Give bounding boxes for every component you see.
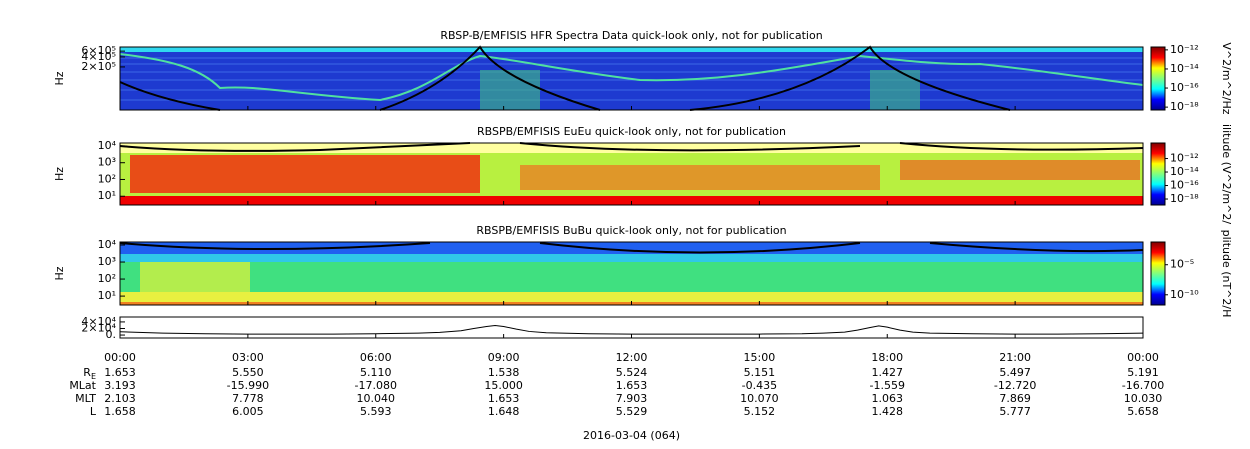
ephemeris-value: 5.593	[360, 405, 392, 418]
y-tick-label: 6×10⁵	[81, 44, 116, 57]
colorbar-label: plitude (nT^2/H	[1220, 230, 1233, 318]
y-tick-label: 4×10⁵	[81, 50, 116, 63]
y-axis-label: Hz	[53, 71, 66, 85]
ephemeris-value: -12.720	[994, 379, 1036, 392]
colorbar-tick-label: 10⁻¹⁴	[1170, 62, 1199, 75]
ephemeris-value: 5.152	[744, 405, 776, 418]
ephemeris-value: 7.778	[232, 392, 264, 405]
colorbar-tick-label: 10⁻¹⁸	[1170, 100, 1199, 113]
ephemeris-value: 15.000	[484, 379, 523, 392]
row-label-subscript: E	[91, 372, 96, 381]
spectrogram-image	[119, 45, 1144, 305]
x-tick-label: 18:00	[871, 351, 903, 364]
panel-title: RBSP-B/EMFISIS HFR Spectra Data quick-lo…	[440, 29, 822, 42]
row-label-text: MLT	[75, 392, 96, 405]
y-tick-label: 10¹	[98, 189, 116, 202]
y-tick-label: 2×10⁵	[81, 60, 116, 73]
ephemeris-value: 10.040	[357, 392, 396, 405]
y-tick-label: 10²	[98, 172, 116, 185]
ephemeris-value: 1.538	[488, 366, 520, 379]
y-axis-label: Hz	[53, 167, 66, 181]
colorbar	[1150, 142, 1166, 206]
row-label: L	[90, 405, 97, 418]
x-tick-label: 03:00	[232, 351, 264, 364]
row-label: MLat	[69, 379, 96, 392]
x-tick-label: 21:00	[999, 351, 1031, 364]
colorbar-tick-label: 10⁻¹²	[1170, 43, 1199, 56]
ephemeris-value: 1.658	[104, 405, 136, 418]
y-axis-label: Hz	[53, 266, 66, 280]
ephemeris-value: -1.559	[870, 379, 905, 392]
data-line	[119, 325, 1144, 335]
ephemeris-value: 5.777	[999, 405, 1031, 418]
colorbar-label: V^2/m^2/Hz	[1220, 42, 1233, 114]
x-tick-label: 15:00	[744, 351, 776, 364]
ephemeris-value: 1.063	[872, 392, 904, 405]
ephemeris-value: 1.653	[616, 379, 648, 392]
y-tick-label: 10²	[98, 272, 116, 285]
ephemeris-value: 1.427	[872, 366, 904, 379]
y-tick-label: 2×10⁴	[81, 321, 116, 334]
y-tick-label: 10³	[98, 255, 116, 268]
colorbar-tick-label: 10⁻⁵	[1170, 258, 1194, 271]
panel-title: RBSPB/EMFISIS BuBu quick-look only, not …	[476, 224, 786, 237]
colorbar-tick-label: 10⁻¹⁰	[1170, 288, 1199, 301]
ephemeris-value: 10.070	[740, 392, 779, 405]
ephemeris-value: 7.869	[999, 392, 1031, 405]
y-tick-label: 10³	[98, 156, 116, 169]
ephemeris-value: 1.653	[104, 366, 136, 379]
y-tick-label: 0.	[106, 328, 117, 341]
colorbar-tick-label: 10⁻¹⁶	[1170, 179, 1199, 192]
ephemeris-value: -0.435	[742, 379, 777, 392]
ephemeris-value: 1.428	[872, 405, 904, 418]
date-label: 2016-03-04 (064)	[583, 429, 680, 442]
row-label-text: MLat	[69, 379, 96, 392]
ephemeris-value: 5.151	[744, 366, 776, 379]
ephemeris-value: 5.550	[232, 366, 264, 379]
colorbar-tick-label: 10⁻¹⁶	[1170, 81, 1199, 94]
ephemeris-value: 5.110	[360, 366, 392, 379]
row-label: MLT	[75, 392, 96, 405]
ephemeris-value: 5.191	[1127, 366, 1159, 379]
panel-title: RBSPB/EMFISIS EuEu quick-look only, not …	[477, 125, 786, 138]
colorbar-label: ilitude (V^2/m^2/	[1220, 124, 1233, 224]
ephemeris-value: 10.030	[1124, 392, 1163, 405]
row-label-text: L	[90, 405, 97, 418]
ephemeris-value: -16.700	[1122, 379, 1164, 392]
colorbar	[1150, 46, 1166, 111]
colorbar-tick-label: 10⁻¹⁸	[1170, 192, 1199, 205]
y-tick-label: 10¹	[98, 289, 116, 302]
ephemeris-value: 5.497	[999, 366, 1031, 379]
colorbar-tick-label: 10⁻¹²	[1170, 152, 1199, 165]
y-tick-label: 10⁴	[98, 238, 117, 251]
ephemeris-value: 6.005	[232, 405, 264, 418]
ephemeris-value: 7.903	[616, 392, 648, 405]
ephemeris-value: 1.653	[488, 392, 520, 405]
ephemeris-value: 3.193	[104, 379, 136, 392]
ephemeris-value: -17.080	[355, 379, 397, 392]
y-tick-label: 10⁴	[98, 139, 117, 152]
ephemeris-value: 5.524	[616, 366, 648, 379]
ephemeris-value: -15.990	[227, 379, 269, 392]
row-label: RE	[83, 366, 96, 381]
ephemeris-value: 1.648	[488, 405, 520, 418]
x-tick-label: 00:00	[1127, 351, 1159, 364]
ephemeris-value: 5.529	[616, 405, 648, 418]
x-tick-label: 09:00	[488, 351, 520, 364]
y-tick-label: 4×10⁴	[81, 315, 116, 328]
colorbar	[1150, 241, 1166, 306]
x-tick-label: 12:00	[616, 351, 648, 364]
ephemeris-value: 2.103	[104, 392, 136, 405]
colorbar-tick-label: 10⁻¹⁴	[1170, 165, 1199, 178]
x-tick-label: 00:00	[104, 351, 136, 364]
ephemeris-value: 5.658	[1127, 405, 1159, 418]
x-tick-label: 06:00	[360, 351, 392, 364]
row-label-text: R	[83, 366, 91, 379]
